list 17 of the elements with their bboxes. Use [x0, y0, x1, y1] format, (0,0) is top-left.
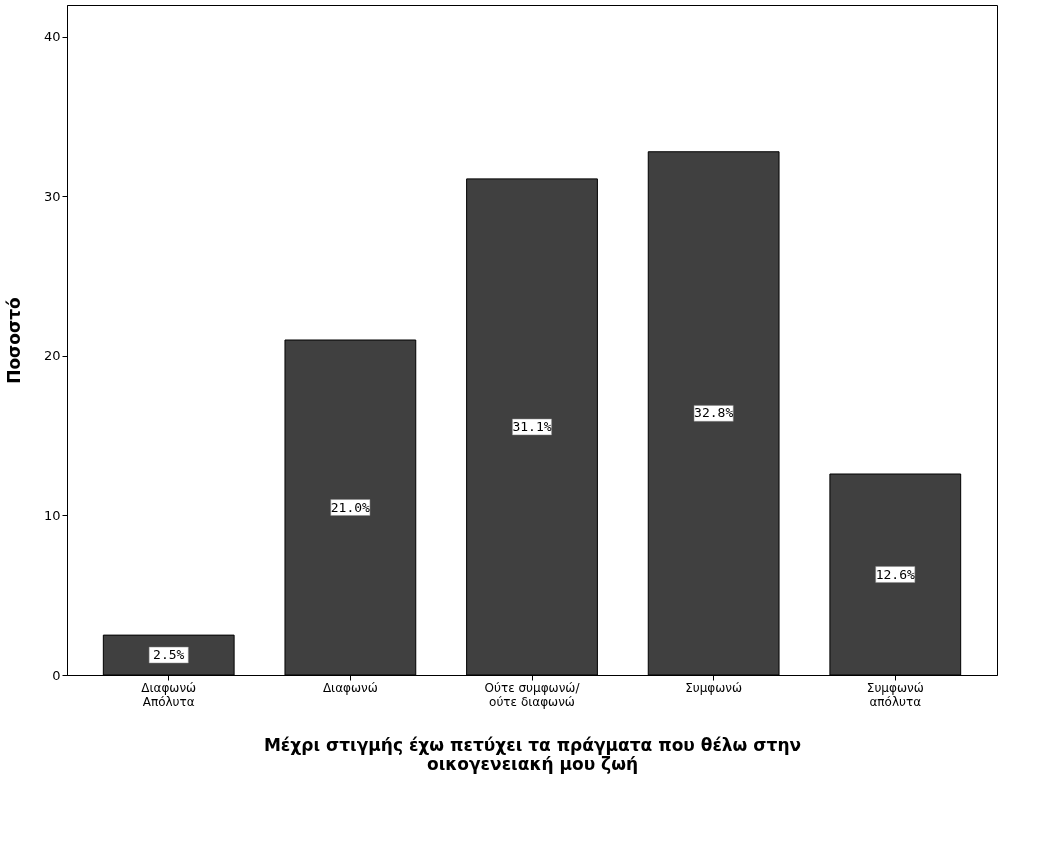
x-tick-label: Συμφωνώ απόλυτα — [866, 680, 924, 709]
y-axis-title: Ποσοστό — [3, 297, 24, 384]
y-tick-label: 40 — [43, 29, 61, 45]
data-label: 2.5% — [153, 647, 185, 663]
data-label: 32.8% — [694, 405, 734, 421]
y-tick-label: 20 — [43, 348, 61, 364]
data-label: 31.1% — [512, 418, 552, 434]
data-label: 21.0% — [330, 499, 371, 515]
x-tick-label: Συμφωνώ — [685, 680, 743, 695]
y-tick-label: 30 — [43, 188, 61, 204]
x-axis-title: Μέχρι στιγμής έχω πετύχει τα πράγματα που θέλω στην οικογενειακή μου ζωή — [263, 734, 802, 774]
data-label: 12.6% — [875, 566, 916, 582]
x-tick-label: Ούτε συμφωνώ/ ούτε διαφωνώ — [484, 680, 581, 709]
y-tick-label: 10 — [43, 507, 61, 523]
x-tick-label: Διαφωνώ — [322, 680, 378, 695]
y-tick-label: 0 — [52, 667, 61, 683]
x-tick-label: Διαφωνώ Απόλυτα — [141, 680, 197, 709]
